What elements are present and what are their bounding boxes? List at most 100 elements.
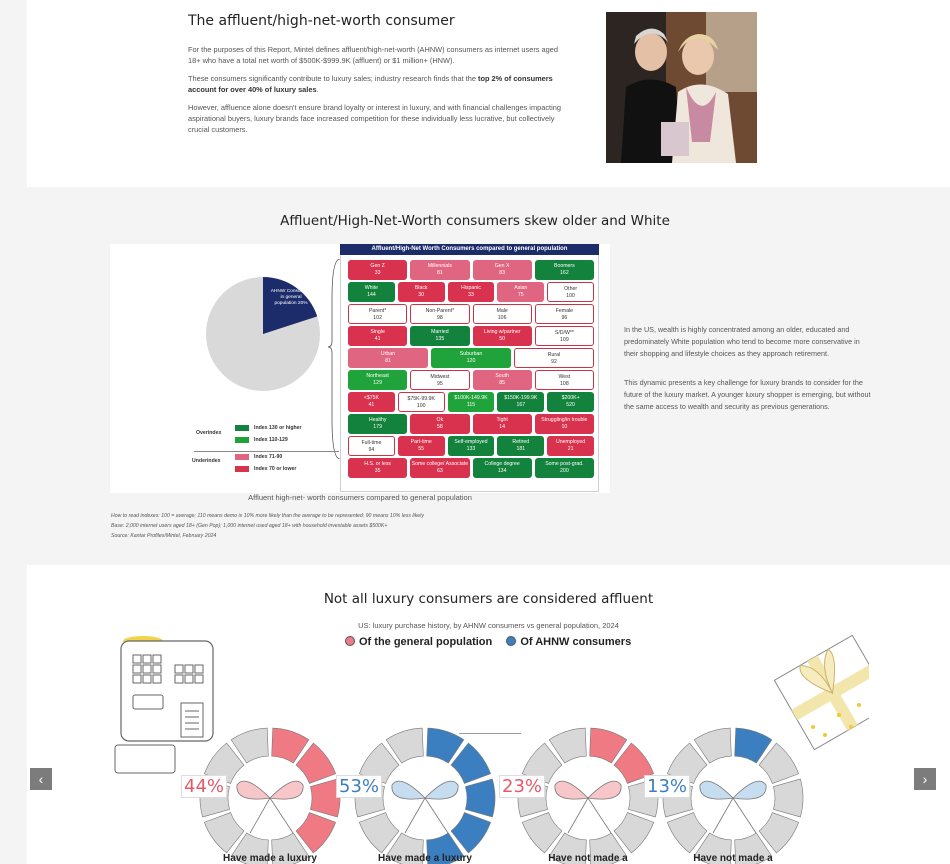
donut-svg (199, 727, 341, 864)
legend-dot-gen (345, 636, 355, 646)
index-cell: $200K+ 520 (547, 392, 594, 412)
index-cell-value: 179 (373, 424, 382, 430)
affluent-consumer-section: The affluent/high-net-worth consumer For… (27, 0, 950, 187)
prev-slide-button[interactable]: ‹ (30, 768, 52, 790)
ahnw-share-pie (206, 277, 320, 391)
index-cell-value: 41 (368, 402, 375, 408)
donut-segment (426, 832, 465, 864)
two-women-photo (606, 12, 757, 163)
donut-segment (758, 742, 800, 784)
index-cell-value: 63 (436, 468, 443, 474)
index-cell-value: 21 (567, 446, 574, 452)
index-cell-value: 108 (560, 381, 569, 387)
index-cell-label: $150K-199.9K (504, 395, 538, 401)
ribbon-bow-icon (236, 780, 304, 834)
legend-71: Index 71-90 (254, 454, 283, 460)
index-cell-value: 135 (435, 336, 445, 342)
donut-segment (203, 742, 245, 784)
index-cell-label: Ok (436, 417, 444, 423)
index-cell-value: 95 (436, 381, 443, 387)
index-cell-value: 106 (497, 315, 507, 321)
donut-segment (521, 812, 563, 854)
index-cell: Northeast 129 (348, 370, 408, 390)
index-cell-value: 181 (516, 446, 526, 452)
index-cell: Living w/partner 50 (472, 326, 532, 346)
donut-percentage: 44% (181, 775, 228, 798)
index-cell-label: Boomers (553, 263, 575, 269)
index-cell: H.S. or less 35 (348, 458, 408, 478)
index-cell: Gen X 83 (472, 260, 532, 280)
luxury-consumers-section: Not all luxury consumers are considered … (27, 565, 950, 864)
index-cell-value: 120 (466, 358, 476, 364)
challenge-paragraph: This dynamic presents a key challenge fo… (624, 378, 871, 411)
donut-segment (666, 742, 708, 784)
index-cell-label: Self-employed (454, 439, 488, 445)
donut-segment (230, 727, 269, 764)
donut-segment (358, 812, 400, 854)
index-cell-label: Asian (514, 285, 528, 291)
index-cell: West 108 (534, 370, 594, 390)
index-cell-value: 92 (551, 359, 557, 365)
index-cell-value: 14 (499, 424, 506, 430)
index-cell-value: 55 (418, 446, 425, 452)
index-cell-value: 102 (373, 315, 382, 321)
index-cell-value: 100 (566, 293, 575, 299)
donut-segment (613, 812, 655, 854)
index-cell-label: Healthy (368, 417, 387, 423)
index-cell-value: 162 (560, 270, 569, 276)
index-cell-label: Male (496, 308, 508, 314)
pie-label: AHNW Consumers in general population 20% (270, 289, 312, 306)
index-cell-label: Some college/ Associate (411, 461, 469, 467)
index-cell: Asian 75 (497, 282, 545, 302)
index-cell: Self-employed 133 (447, 436, 495, 456)
gift-box-illustration (773, 635, 869, 750)
index-cell: Hispanic 33 (447, 282, 495, 302)
legend-swatch-130 (235, 425, 249, 431)
index-cell-label: Suburban (459, 351, 483, 357)
loyalty-paragraph: However, affluence alone doesn't ensure … (188, 103, 561, 134)
donut-segment (666, 812, 708, 854)
donut-segment (271, 727, 310, 764)
donut-segment (589, 727, 628, 764)
index-cell: S/D/W** 109 (534, 326, 594, 346)
index-cell-label: Struggling/in trouble (541, 417, 588, 423)
section-title: Affluent/High-Net-Worth consumers skew o… (280, 213, 670, 229)
index-cell-label: Part-time (410, 439, 432, 445)
index-cell-value: 129 (373, 380, 382, 386)
index-cell: Suburban 120 (431, 348, 511, 368)
index-cell: Ok 58 (410, 414, 470, 434)
index-cell-value: 100 (416, 403, 426, 409)
donut-percentage: 53% (336, 775, 383, 798)
index-cell-label: Single (370, 329, 385, 335)
legend-dot-ahnw (506, 636, 517, 646)
index-cell-label: Millennials (427, 263, 452, 269)
index-cell-label: $100K-149.9K (454, 395, 488, 401)
index-cell-value: 134 (497, 468, 507, 474)
bracket (328, 259, 341, 459)
legend-swatch-70 (235, 466, 249, 472)
section-title: The affluent/high-net-worth consumer (188, 13, 455, 29)
legend-swatch-71 (235, 454, 249, 460)
index-cell-value: 94 (368, 447, 375, 453)
index-cell: $150K-199.9K 167 (497, 392, 545, 412)
index-cell: Non-Parent* 98 (410, 304, 470, 324)
figure-notes: How to read indexes: 100 = average; 110 … (111, 513, 424, 539)
index-cell-label: White (364, 285, 379, 291)
index-cell: College degree 134 (472, 458, 532, 478)
index-cell: Midwest 95 (410, 370, 470, 390)
index-cell-value: 58 (436, 424, 443, 430)
index-cell-label: Other (564, 286, 578, 292)
overindex-label: Overindex (196, 430, 222, 436)
donut-segment (613, 742, 655, 784)
index-cell: Full-time 94 (348, 436, 395, 456)
index-cell: Black 30 (397, 282, 445, 302)
index-cell-label: Hispanic (461, 285, 481, 291)
index-cell-label: Gen X (494, 263, 510, 269)
index-cell: Unemployed 21 (547, 436, 594, 456)
index-cell: Millennials 81 (410, 260, 470, 280)
next-slide-button[interactable]: › (914, 768, 936, 790)
index-cell-label: Married (431, 329, 449, 335)
index-cell: Married 135 (410, 326, 470, 346)
index-cell-label: Northeast (366, 373, 389, 379)
index-cell-label: Non-Parent* (425, 308, 455, 314)
